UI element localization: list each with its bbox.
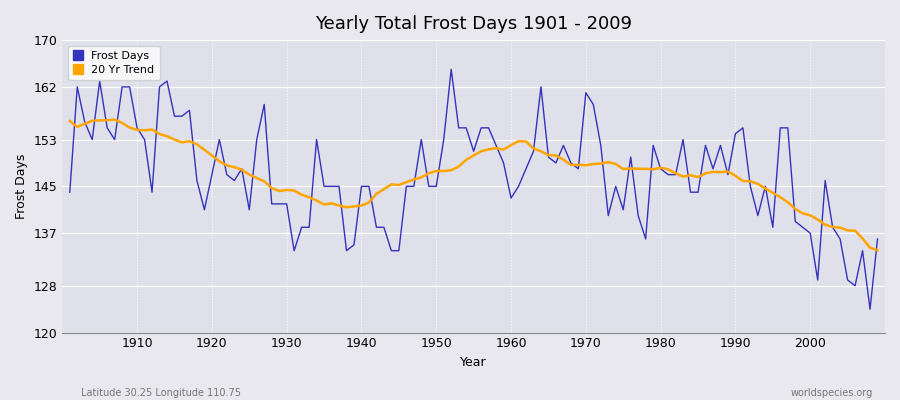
Frost Days (603, 213, 614, 218)
Line: Frost Days: Frost Days (70, 69, 878, 309)
Frost Days (289, 248, 300, 253)
Frost Days (334, 184, 345, 189)
Title: Yearly Total Frost Days 1901 - 2009: Yearly Total Frost Days 1901 - 2009 (315, 15, 632, 33)
Legend: Frost Days, 20 Yr Trend: Frost Days, 20 Yr Trend (68, 46, 160, 80)
Line: 20 Yr Trend: 20 Yr Trend (70, 120, 878, 250)
Text: worldspecies.org: worldspecies.org (791, 388, 873, 398)
Frost Days (124, 84, 135, 89)
20 Yr Trend (513, 139, 524, 144)
20 Yr Trend (296, 192, 307, 197)
20 Yr Trend (65, 118, 76, 123)
Frost Days (446, 67, 456, 72)
20 Yr Trend (109, 117, 120, 122)
20 Yr Trend (603, 160, 614, 164)
X-axis label: Year: Year (460, 356, 487, 369)
Frost Days (65, 190, 76, 194)
20 Yr Trend (872, 248, 883, 252)
20 Yr Trend (131, 128, 142, 132)
Frost Days (506, 196, 517, 200)
20 Yr Trend (506, 143, 517, 148)
Frost Days (513, 184, 524, 189)
Y-axis label: Frost Days: Frost Days (15, 154, 28, 219)
20 Yr Trend (341, 205, 352, 210)
Text: Latitude 30.25 Longitude 110.75: Latitude 30.25 Longitude 110.75 (81, 388, 241, 398)
Frost Days (865, 307, 876, 312)
Frost Days (872, 236, 883, 241)
